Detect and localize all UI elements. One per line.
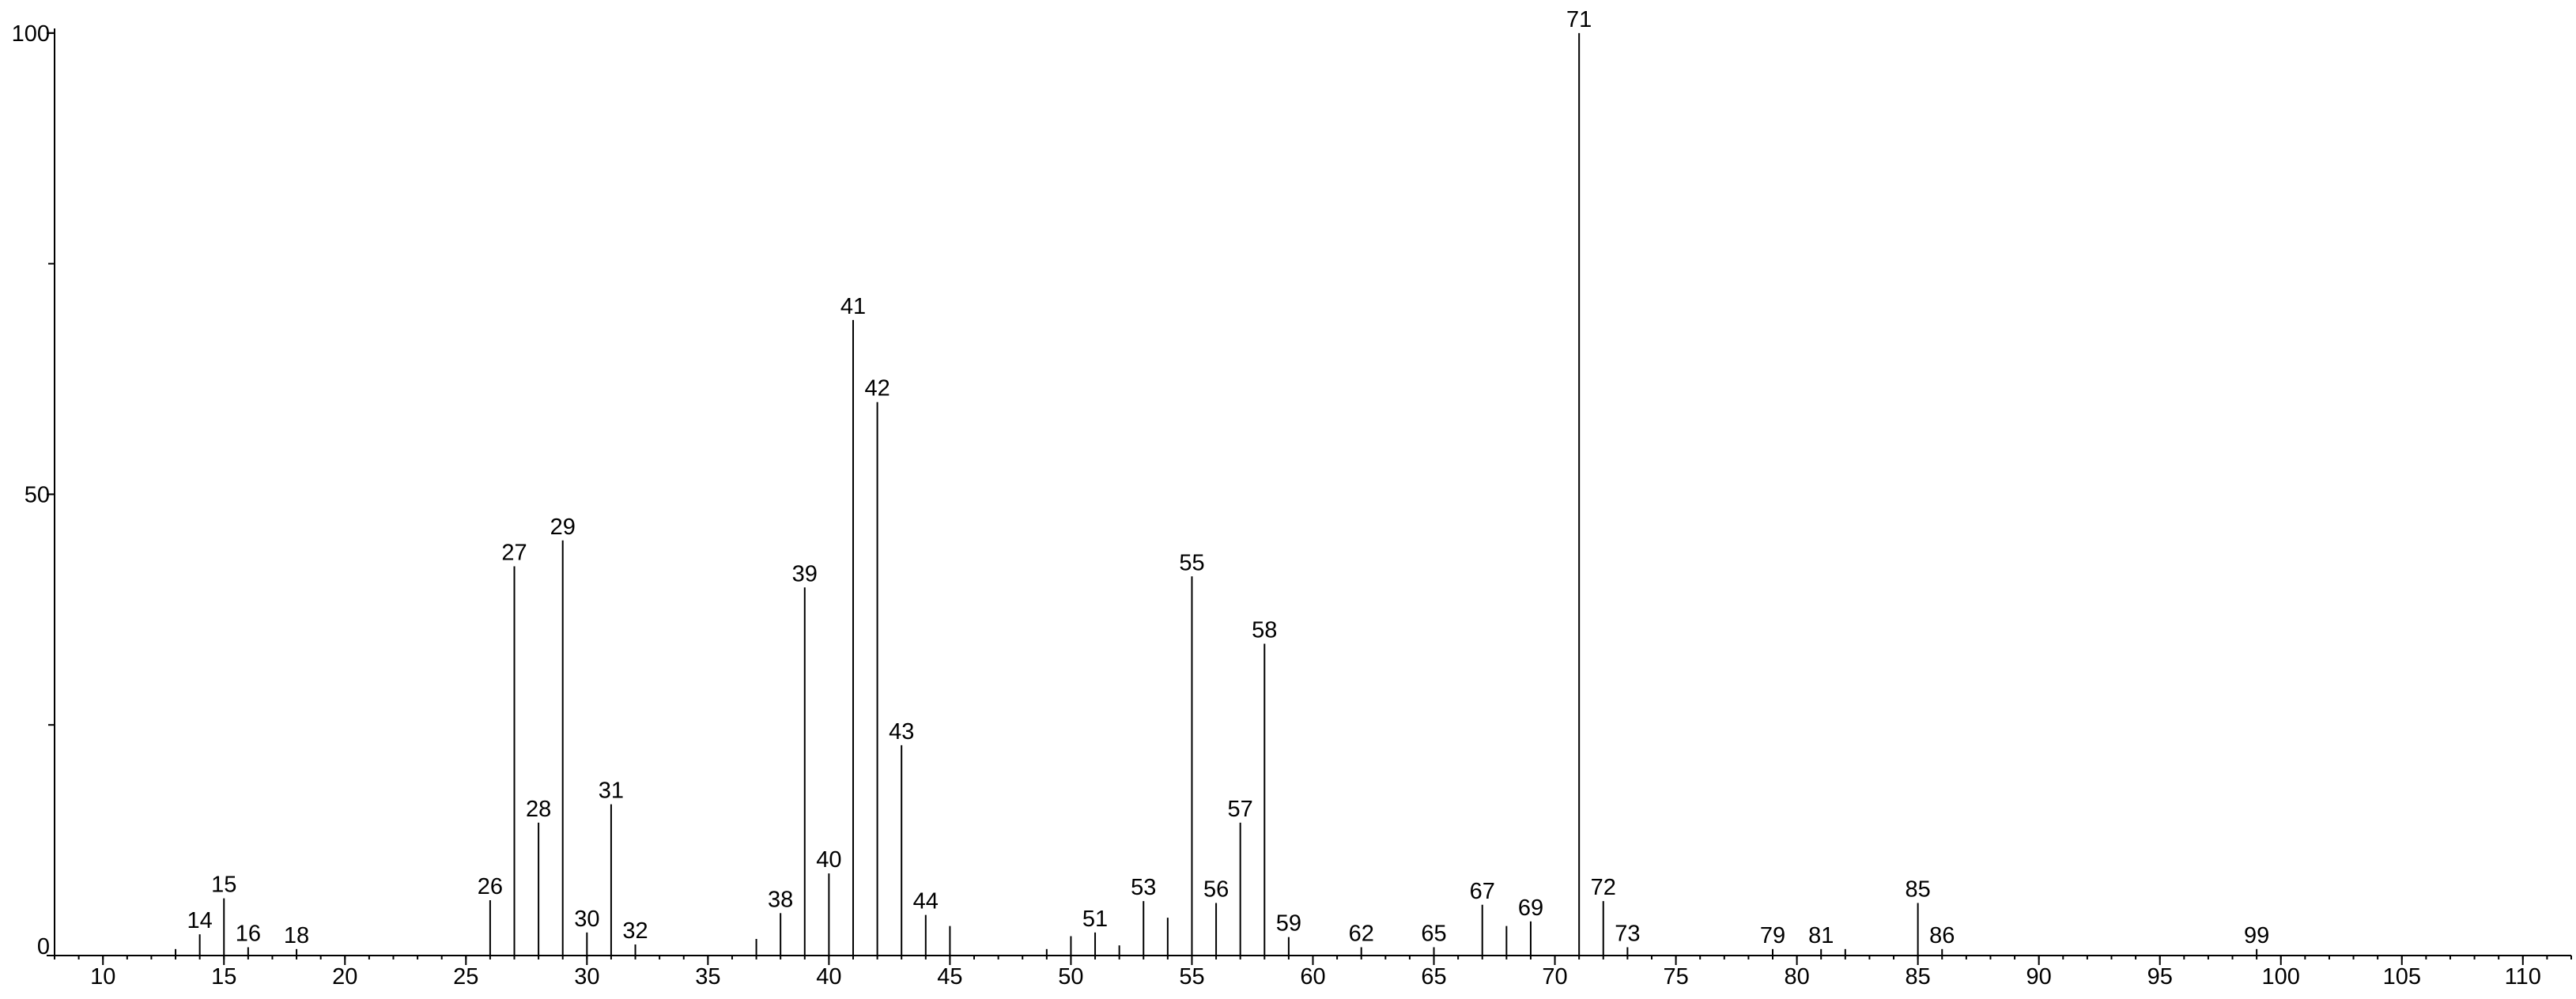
peak-label: 43	[889, 719, 914, 745]
x-tick-label: 75	[1663, 964, 1688, 990]
peak-label: 71	[1566, 7, 1592, 32]
x-tick-label: 10	[90, 964, 115, 990]
peak-label: 81	[1808, 923, 1834, 948]
peak-label: 39	[792, 561, 818, 586]
x-tick-label: 15	[211, 964, 236, 990]
x-tick-label: 55	[1179, 964, 1204, 990]
peak-label: 16	[236, 921, 261, 946]
peak-label: 32	[622, 918, 648, 944]
peak-label: 58	[1252, 617, 1277, 643]
x-tick-label: 105	[2383, 964, 2421, 990]
x-tick-label: 45	[937, 964, 962, 990]
x-tick-label: 60	[1300, 964, 1325, 990]
peak-label: 53	[1131, 875, 1156, 900]
y-tick-label: 0	[37, 934, 50, 959]
peak-label: 65	[1421, 921, 1446, 946]
x-tick-label: 40	[816, 964, 841, 990]
peak-label: 41	[840, 294, 866, 319]
x-tick-label: 70	[1542, 964, 1567, 990]
x-tick-label: 90	[2026, 964, 2052, 990]
peak-label: 99	[2244, 923, 2269, 948]
peak-label: 30	[574, 907, 599, 932]
peak-label: 18	[284, 923, 309, 948]
x-tick-label: 95	[2147, 964, 2173, 990]
y-tick-label: 50	[25, 482, 50, 507]
x-tick-label: 100	[2262, 964, 2300, 990]
peak-label: 14	[187, 908, 213, 933]
x-tick-label: 20	[332, 964, 357, 990]
x-tick-label: 25	[453, 964, 478, 990]
peak-label: 59	[1276, 911, 1301, 937]
peak-label: 73	[1615, 921, 1640, 946]
peak-label: 40	[816, 847, 841, 873]
peak-label: 27	[501, 540, 527, 565]
peak-label: 15	[211, 873, 236, 898]
peak-label: 85	[1906, 876, 1931, 902]
y-tick-label: 100	[12, 21, 50, 47]
peak-label: 72	[1591, 875, 1616, 900]
peak-label: 29	[550, 515, 576, 540]
peak-label: 38	[768, 887, 793, 912]
peak-label: 55	[1179, 550, 1204, 575]
peak-label: 86	[1929, 923, 1955, 948]
peak-label: 69	[1518, 895, 1543, 921]
peak-label: 67	[1470, 879, 1495, 904]
peak-label: 26	[478, 874, 503, 899]
x-tick-label: 50	[1058, 964, 1083, 990]
x-tick-label: 85	[1906, 964, 1931, 990]
peak-label: 31	[599, 778, 624, 804]
peak-label: 44	[913, 889, 939, 914]
peak-label: 51	[1082, 907, 1108, 932]
peak-label: 79	[1760, 923, 1785, 948]
x-tick-label: 35	[695, 964, 720, 990]
x-tick-label: 80	[1784, 964, 1809, 990]
peak-label: 62	[1349, 921, 1374, 946]
peak-label: 42	[864, 376, 890, 401]
x-tick-label: 110	[2505, 964, 2541, 990]
peak-label: 28	[526, 797, 551, 822]
x-tick-label: 30	[574, 964, 599, 990]
peak-label: 57	[1228, 797, 1253, 822]
peak-label: 56	[1203, 876, 1229, 902]
x-tick-label: 65	[1421, 964, 1446, 990]
